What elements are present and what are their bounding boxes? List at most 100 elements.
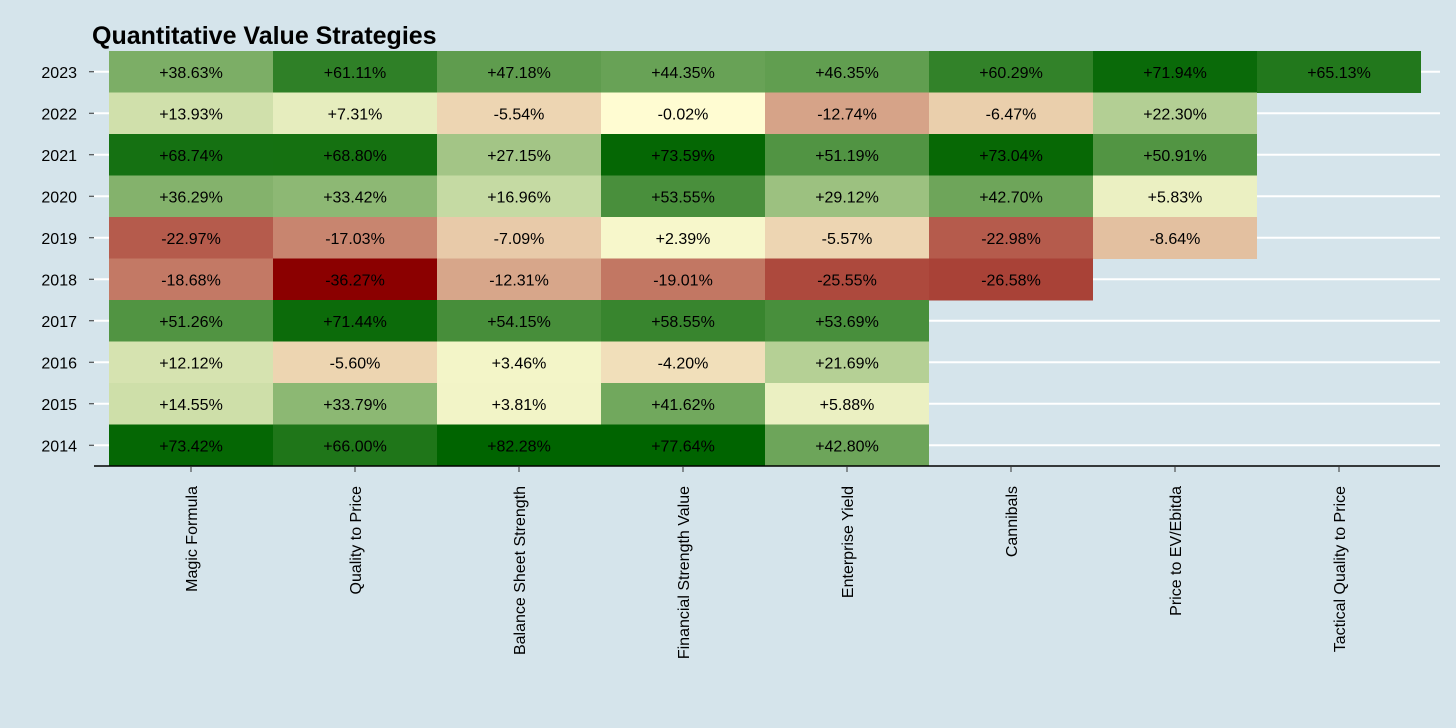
heatmap-cell	[765, 424, 929, 467]
heatmap-cell	[601, 134, 765, 176]
cell-value-label: +60.29%	[979, 65, 1043, 82]
heatmap-cell	[765, 341, 929, 384]
heatmap-cell	[765, 383, 929, 425]
heatmap-cell	[601, 92, 765, 135]
heatmap-cell	[1093, 175, 1257, 218]
heatmap-cell	[601, 51, 765, 93]
heatmap-cell	[601, 383, 765, 425]
heatmap-cell	[437, 383, 601, 425]
heatmap-cell	[929, 51, 1093, 93]
cell-value-label: +42.80%	[815, 438, 879, 455]
cell-value-label: -8.64%	[1150, 231, 1201, 248]
heatmap-cell	[437, 217, 601, 259]
heatmap-cell	[273, 300, 437, 342]
heatmap-cell	[437, 341, 601, 384]
cell-value-label: -36.27%	[325, 272, 385, 289]
heatmap-cell	[437, 424, 601, 467]
cell-value-label: -22.97%	[161, 231, 221, 248]
cell-value-label: +36.29%	[159, 189, 223, 206]
cell-value-label: +68.80%	[323, 148, 387, 165]
heatmap-cell	[437, 258, 601, 301]
cell-value-label: +29.12%	[815, 189, 879, 206]
cell-value-label: +61.11%	[324, 65, 386, 82]
cell-value-label: +3.46%	[492, 355, 547, 372]
cell-value-label: -4.20%	[658, 355, 709, 372]
cell-value-label: +44.35%	[651, 65, 715, 82]
cell-value-label: +65.13%	[1307, 65, 1371, 82]
cell-value-label: +54.15%	[487, 314, 551, 331]
cell-value-label: +53.55%	[651, 189, 715, 206]
cell-value-label: +41.62%	[651, 397, 715, 414]
cell-value-label: +68.74%	[159, 148, 223, 165]
heatmap-cell	[765, 217, 929, 259]
heatmap-cell	[601, 341, 765, 384]
heatmap-cell	[765, 134, 929, 176]
cell-value-label: -6.47%	[986, 106, 1037, 123]
cell-value-label: +47.18%	[487, 65, 551, 82]
heatmap-cell	[1093, 51, 1257, 93]
x-axis: Magic Formula Quality to Price Balance She…	[94, 465, 1440, 659]
cell-value-label: +73.59%	[651, 148, 715, 165]
cell-labels: +38.63% +61.11% +47.18% +44.35% +46.35% +60.2…	[159, 65, 1371, 456]
cell-value-label: -5.54%	[494, 106, 545, 123]
y-tick-label: 2018	[41, 272, 77, 289]
y-tick-label: 2023	[41, 65, 77, 82]
cell-value-label: +33.79%	[323, 397, 387, 414]
heatmap-cell	[273, 258, 437, 301]
cell-value-label: +22.30%	[1143, 106, 1207, 123]
heatmap-cell	[109, 92, 273, 135]
cell-value-label: +73.04%	[979, 148, 1043, 165]
heatmap-cell	[273, 383, 437, 425]
heatmap-cell	[1093, 92, 1257, 135]
cell-value-label: +71.44%	[323, 314, 387, 331]
cell-value-label: +66.00%	[323, 438, 387, 455]
cell-value-label: +21.69%	[815, 355, 879, 372]
heatmap-cell	[109, 424, 273, 467]
cell-value-label: -12.74%	[817, 106, 877, 123]
y-tick-label: 2019	[41, 231, 77, 248]
heatmap-cell	[765, 300, 929, 342]
heatmap-cell	[1257, 51, 1421, 93]
heatmap-cell	[601, 258, 765, 301]
y-tick-label: 2021	[41, 148, 77, 165]
cell-value-label: +77.64%	[651, 438, 715, 455]
heatmap-cell	[765, 51, 929, 93]
cell-value-label: +73.42%	[159, 438, 223, 455]
heatmap-cell	[109, 258, 273, 301]
cell-value-label: +38.63%	[159, 65, 223, 82]
cell-value-label: -26.58%	[981, 272, 1041, 289]
cell-value-label: +5.88%	[820, 397, 875, 414]
cell-value-label: -22.98%	[981, 231, 1041, 248]
cell-value-label: +5.83%	[1148, 189, 1203, 206]
cell-value-label: +12.12%	[159, 355, 223, 372]
x-tick-label: Financial Strength Value	[676, 486, 693, 659]
heatmap-cell	[765, 92, 929, 135]
heatmap-cell	[437, 175, 601, 218]
cell-value-label: +51.19%	[815, 148, 879, 165]
heatmap-cell	[109, 134, 273, 176]
heatmap-cell	[273, 51, 437, 93]
cell-value-label: +2.39%	[656, 231, 711, 248]
cell-value-label: +53.69%	[815, 314, 879, 331]
cell-value-label: -12.31%	[489, 272, 549, 289]
heatmap-cell	[601, 175, 765, 218]
y-tick-label: 2020	[41, 189, 77, 206]
cell-value-label: +51.26%	[159, 314, 223, 331]
cell-value-label: +46.35%	[815, 65, 879, 82]
cell-value-label: +13.93%	[159, 106, 223, 123]
heatmap-cell	[273, 424, 437, 467]
x-tick-label: Quality to Price	[348, 486, 365, 595]
cell-value-label: +3.81%	[492, 397, 547, 414]
y-tick-label: 2022	[41, 106, 77, 123]
cell-value-label: +71.94%	[1143, 65, 1207, 82]
cell-value-label: -5.60%	[330, 355, 381, 372]
heatmap-cell	[273, 92, 437, 135]
y-tick-label: 2015	[41, 397, 77, 414]
heatmap-cell	[437, 51, 601, 93]
heatmap-cell	[109, 51, 273, 93]
x-tick-label: Price to EV/Ebitda	[1168, 486, 1185, 616]
cell-value-label: -7.09%	[494, 231, 545, 248]
heatmap-cell	[273, 341, 437, 384]
heatmap-cell	[273, 175, 437, 218]
